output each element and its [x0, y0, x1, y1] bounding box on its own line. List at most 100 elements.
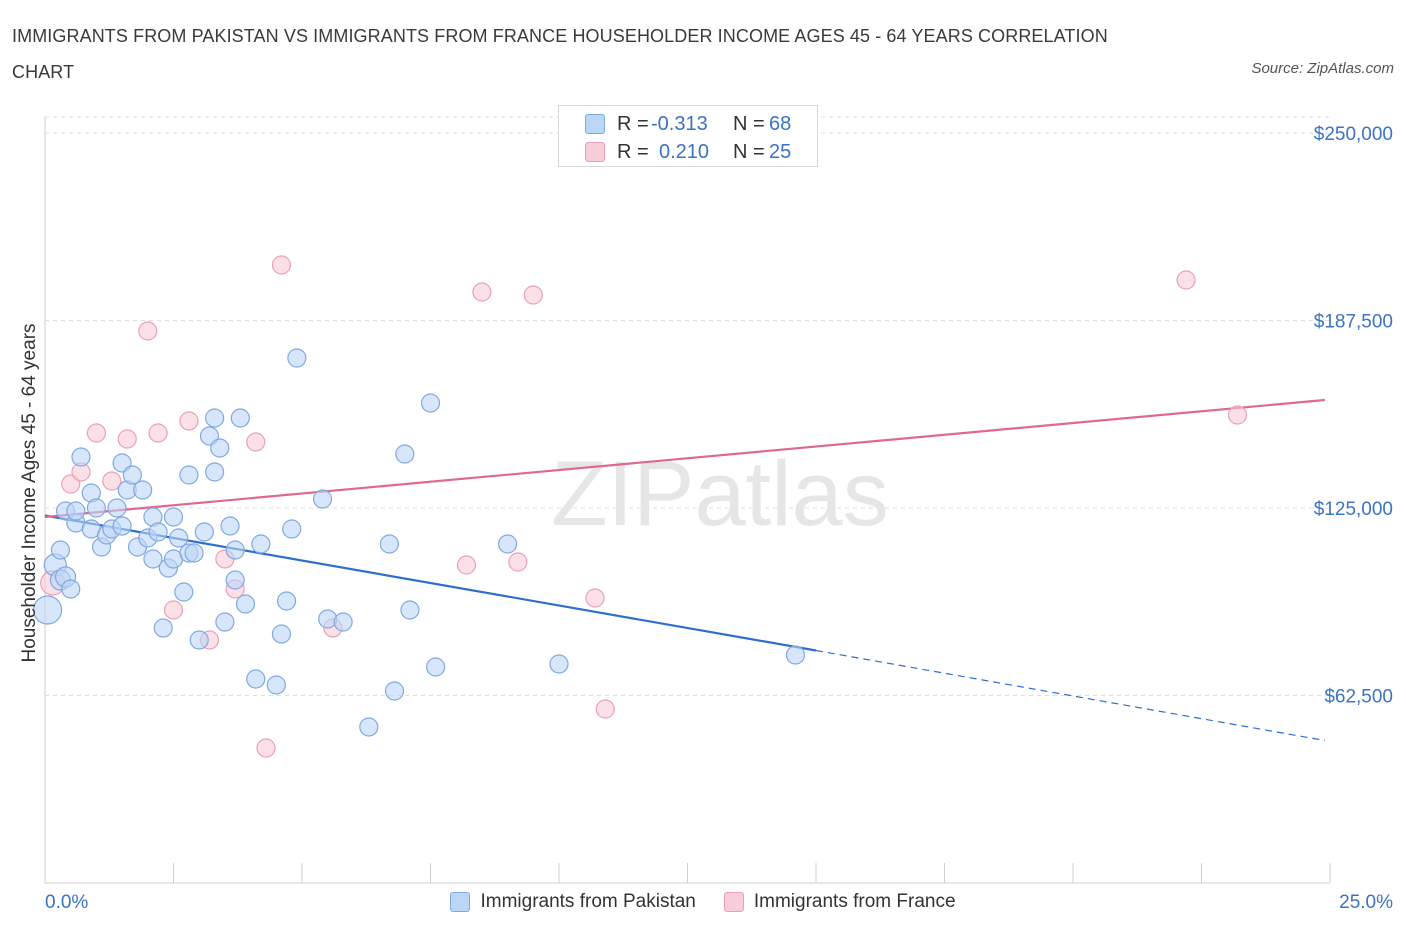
- pakistan-point: [169, 528, 189, 548]
- pakistan-point: [215, 612, 235, 632]
- france-n-label: N =: [733, 140, 765, 163]
- france-point: [86, 423, 107, 443]
- pakistan-point: [184, 543, 204, 563]
- x-tick-label-min: 0.0%: [45, 892, 88, 913]
- france-point: [138, 321, 158, 341]
- france-point: [1227, 405, 1248, 425]
- pakistan-trend-extension: [815, 649, 1325, 742]
- pakistan-point: [287, 348, 307, 368]
- pakistan-point: [143, 549, 163, 569]
- x-axis: [44, 117, 1331, 884]
- france-point: [246, 432, 266, 452]
- pakistan-point: [61, 579, 81, 599]
- pakistan-point: [359, 717, 379, 737]
- pakistan-point: [163, 507, 184, 527]
- pakistan-point: [205, 408, 225, 428]
- france-point: [148, 423, 168, 443]
- pakistan-point: [225, 540, 245, 560]
- watermark: ZIPatlas: [551, 443, 888, 545]
- pakistan-point: [50, 540, 71, 560]
- pakistan-point: [312, 489, 333, 509]
- chart-legend: Immigrants from Pakistan Immigrants from…: [0, 888, 1406, 916]
- x-tick-label-max: 25.0%: [1339, 892, 1393, 913]
- pakistan-point: [251, 534, 271, 554]
- pakistan-point: [400, 600, 420, 620]
- pakistan-point: [133, 480, 153, 500]
- france-point: [163, 600, 184, 620]
- pakistan-point: [266, 675, 286, 695]
- legend-swatch-france: [723, 892, 744, 912]
- france-swatch: [585, 142, 605, 162]
- pakistan-point: [32, 595, 63, 625]
- label-layer: $62,500 $125,000 $187,500 $250,000 0.0% 25.0%…: [19, 124, 1393, 913]
- legend-label-france: Immigrants from France: [753, 891, 956, 912]
- pakistan-n-value: 68: [769, 112, 792, 135]
- pakistan-point: [235, 594, 256, 614]
- france-point: [256, 738, 276, 758]
- pakistan-point: [174, 582, 194, 602]
- france-trend-line: [44, 398, 1325, 519]
- pakistan-point: [107, 498, 127, 518]
- pakistan-point: [205, 462, 225, 482]
- y-tick-label: $250,000: [1314, 124, 1393, 145]
- legend-item-france[interactable]: Immigrants from France: [723, 891, 956, 913]
- pakistan-point: [426, 657, 446, 677]
- france-point: [508, 552, 528, 572]
- pakistan-point: [122, 465, 142, 485]
- france-n-value: 25: [769, 140, 792, 163]
- pakistan-point: [271, 624, 292, 644]
- france-point: [472, 282, 492, 302]
- france-point: [117, 429, 137, 449]
- pakistan-point: [230, 408, 250, 428]
- pakistan-point: [395, 444, 415, 464]
- point-layer: [32, 255, 1248, 758]
- pakistan-point: [276, 591, 297, 611]
- pakistan-r-label: R =: [617, 112, 649, 135]
- pakistan-point: [112, 516, 132, 536]
- pakistan-point: [86, 498, 107, 518]
- y-tick-label: $187,500: [1314, 312, 1393, 333]
- france-point: [585, 588, 605, 608]
- pakistan-n-label: N =: [733, 112, 765, 135]
- source-label: Source: ZipAtlas.com: [1251, 60, 1394, 77]
- pakistan-r-value: -0.313: [651, 112, 708, 135]
- pakistan-point: [66, 501, 86, 521]
- y-tick-label: $125,000: [1314, 499, 1393, 520]
- y-axis-label: Householder Income Ages 45 - 64 years: [19, 323, 40, 662]
- legend-item-pakistan[interactable]: Immigrants from Pakistan: [450, 891, 696, 913]
- pakistan-point: [549, 654, 569, 674]
- pakistan-point: [194, 522, 214, 542]
- france-r-label: R =: [617, 140, 649, 163]
- pakistan-point: [153, 618, 173, 638]
- stats-row-pakistan: R = -0.313 N = 68: [585, 110, 791, 138]
- france-point: [271, 255, 292, 275]
- france-point: [456, 555, 477, 575]
- pakistan-point: [785, 645, 806, 665]
- france-point: [523, 285, 543, 305]
- stats-row-france: R = 0.210 N = 25: [585, 138, 791, 166]
- pakistan-point: [318, 609, 338, 629]
- pakistan-point: [225, 570, 245, 590]
- pakistan-point: [148, 522, 168, 542]
- pakistan-point: [71, 447, 91, 467]
- pakistan-point: [246, 669, 266, 689]
- pakistan-point: [282, 519, 302, 539]
- y-tick-label: $62,500: [1324, 687, 1393, 708]
- france-point: [1176, 270, 1196, 290]
- legend-label-pakistan: Immigrants from Pakistan: [480, 891, 696, 912]
- france-point: [595, 699, 615, 719]
- pakistan-point: [179, 465, 199, 485]
- pakistan-point: [379, 534, 399, 554]
- stats-box: R = -0.313 N = 68 R = 0.210 N = 25: [558, 105, 818, 167]
- france-point: [179, 411, 199, 431]
- pakistan-point: [189, 630, 209, 650]
- legend-swatch-pakistan: [450, 892, 471, 912]
- france-point: [102, 471, 122, 491]
- pakistan-point: [420, 393, 441, 413]
- pakistan-point: [333, 612, 353, 632]
- france-r-value: 0.210: [659, 140, 710, 163]
- pakistan-point: [210, 438, 230, 458]
- pakistan-point: [498, 534, 518, 554]
- pakistan-swatch: [585, 114, 605, 134]
